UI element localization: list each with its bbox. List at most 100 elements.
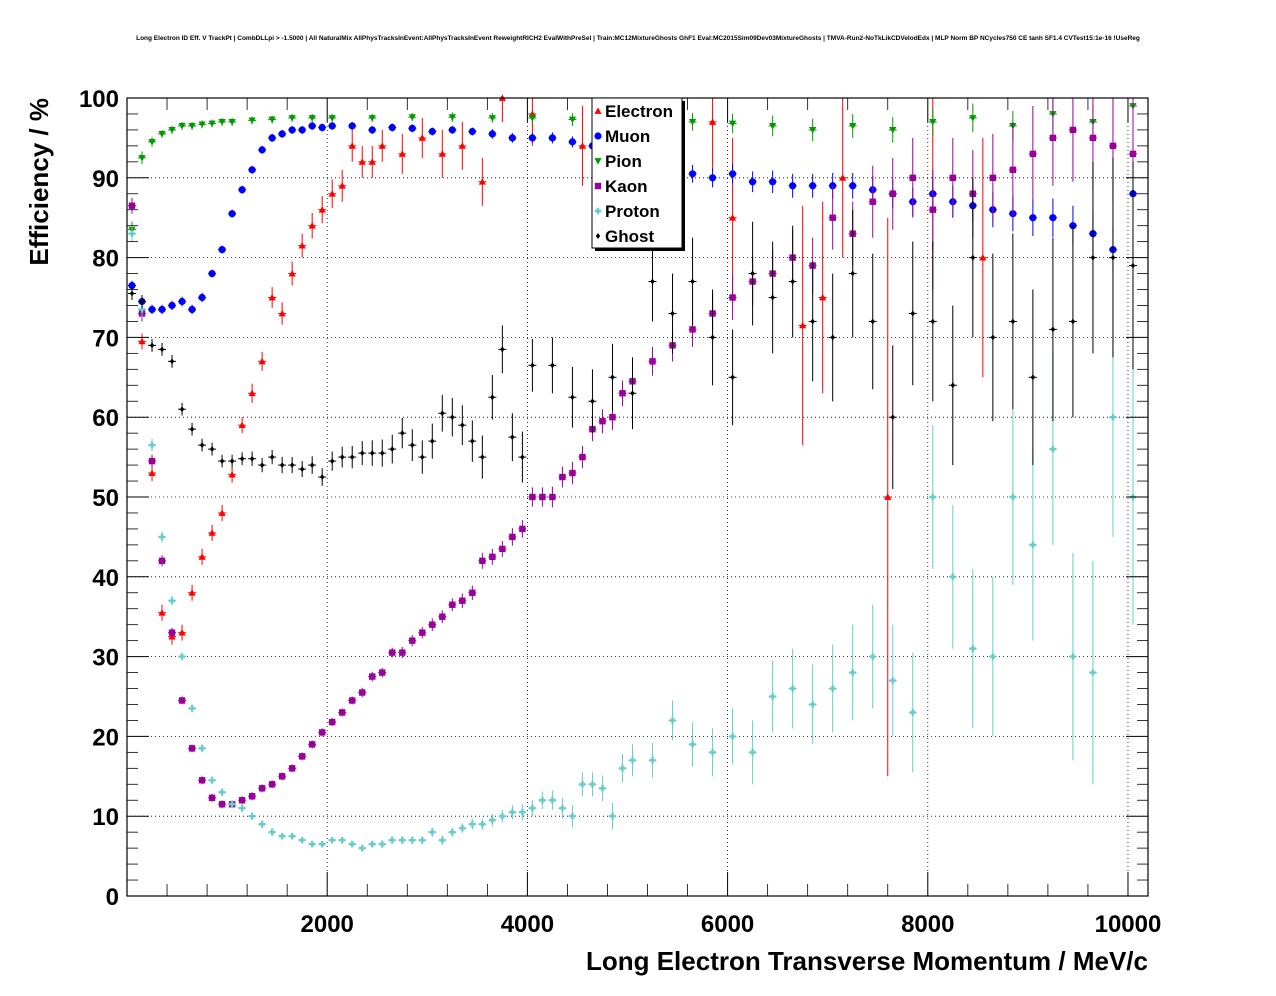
proton-point <box>1109 414 1117 421</box>
ghost-point <box>550 362 555 369</box>
electron-point <box>819 293 827 301</box>
ghost-point <box>400 430 405 437</box>
ghost-point <box>790 278 795 285</box>
ghost-point <box>370 450 375 457</box>
pion-point <box>208 120 216 128</box>
ghost-point <box>299 466 305 473</box>
kaon-point <box>278 773 286 780</box>
proton-point <box>208 777 216 784</box>
ghost-point <box>990 334 996 341</box>
proton-point <box>669 717 676 724</box>
ghost-point <box>440 410 445 417</box>
electron-point <box>328 190 336 197</box>
kaon-point <box>599 417 606 425</box>
proton-point <box>399 836 406 844</box>
electron-point <box>478 178 486 185</box>
kaon-point <box>559 473 566 481</box>
kaon-point <box>419 629 426 636</box>
kaon-point <box>469 589 476 596</box>
proton-point <box>128 230 136 237</box>
ghost-point <box>460 422 465 429</box>
kaon-point <box>1069 126 1077 134</box>
muon-point <box>298 126 306 134</box>
electron-point <box>368 158 376 165</box>
ghost-point <box>490 394 495 401</box>
kaon-point <box>329 718 336 726</box>
ghost-point <box>319 474 325 481</box>
ghost-point <box>139 298 145 305</box>
ghost-point <box>129 290 135 297</box>
kaon-point <box>308 741 316 748</box>
proton-point <box>138 306 146 313</box>
kaon-point <box>178 697 186 704</box>
legend: Electron Muon Pion Kaon Proton Ghost <box>591 97 685 251</box>
proton-point <box>629 757 636 764</box>
electron-point <box>258 357 266 365</box>
kaon-point <box>1049 134 1057 142</box>
chart-title: Long Electron ID Eff. V TrackPt | CombDL… <box>136 35 1140 42</box>
ghost-point <box>650 278 655 285</box>
kaon-point <box>649 358 656 365</box>
proton-point <box>419 836 426 844</box>
electron-point <box>198 553 206 560</box>
y-tick-label: 100 <box>79 86 119 113</box>
proton-point <box>549 797 556 804</box>
kaon-point <box>869 198 876 205</box>
kaon-point <box>1089 134 1097 142</box>
pion-point <box>328 115 336 122</box>
pion-point <box>408 114 416 121</box>
muon-point <box>508 134 516 142</box>
ghost-point <box>500 346 505 353</box>
electron-point <box>248 389 256 397</box>
ghost-point <box>1050 326 1056 333</box>
electron-point <box>148 469 156 476</box>
kaon-point <box>258 785 266 792</box>
ghost-point <box>269 454 275 461</box>
proton-point <box>689 741 696 748</box>
pion-point <box>969 115 977 122</box>
proton-point <box>729 733 736 740</box>
pion-point <box>448 114 456 121</box>
muon-point <box>308 122 316 130</box>
x-tick-label: 4000 <box>501 911 554 938</box>
proton-legend-label: Proton <box>605 202 660 221</box>
muon-point <box>248 166 256 174</box>
muon-point <box>388 123 396 132</box>
kaon-point <box>609 414 616 421</box>
ghost-point <box>810 318 815 325</box>
muon-point <box>789 182 797 190</box>
kaon-point <box>989 174 997 181</box>
proton-point <box>178 653 186 660</box>
muon-point <box>708 174 717 182</box>
kaon-point <box>689 326 696 333</box>
proton-point <box>649 757 656 764</box>
proton-point <box>218 789 226 796</box>
proton-point <box>198 745 206 752</box>
proton-point <box>709 749 716 756</box>
electron-point <box>208 529 216 536</box>
kaon-point <box>298 753 306 760</box>
kaon-point <box>409 637 416 644</box>
proton-point <box>749 749 756 756</box>
ghost-point <box>289 462 295 469</box>
ghost-point <box>950 382 956 389</box>
kaon-point <box>509 533 516 541</box>
pion-point <box>849 123 857 130</box>
kaon-point <box>238 797 246 804</box>
electron-point <box>288 269 296 277</box>
kaon-legend-label: Kaon <box>605 177 648 196</box>
kaon-point <box>549 493 556 501</box>
pion-point <box>178 123 186 130</box>
pion-point <box>488 115 496 122</box>
ghost-point <box>199 442 205 449</box>
ghost-point <box>590 398 595 405</box>
ghost-point <box>1030 374 1036 381</box>
muon-point <box>368 126 376 134</box>
proton-point <box>479 820 486 828</box>
ghost-point <box>610 374 615 381</box>
proton-point <box>329 836 336 844</box>
ghost-point <box>179 406 185 413</box>
ghost-point <box>510 434 515 441</box>
kaon-point <box>519 525 526 533</box>
muon-point <box>568 138 577 146</box>
